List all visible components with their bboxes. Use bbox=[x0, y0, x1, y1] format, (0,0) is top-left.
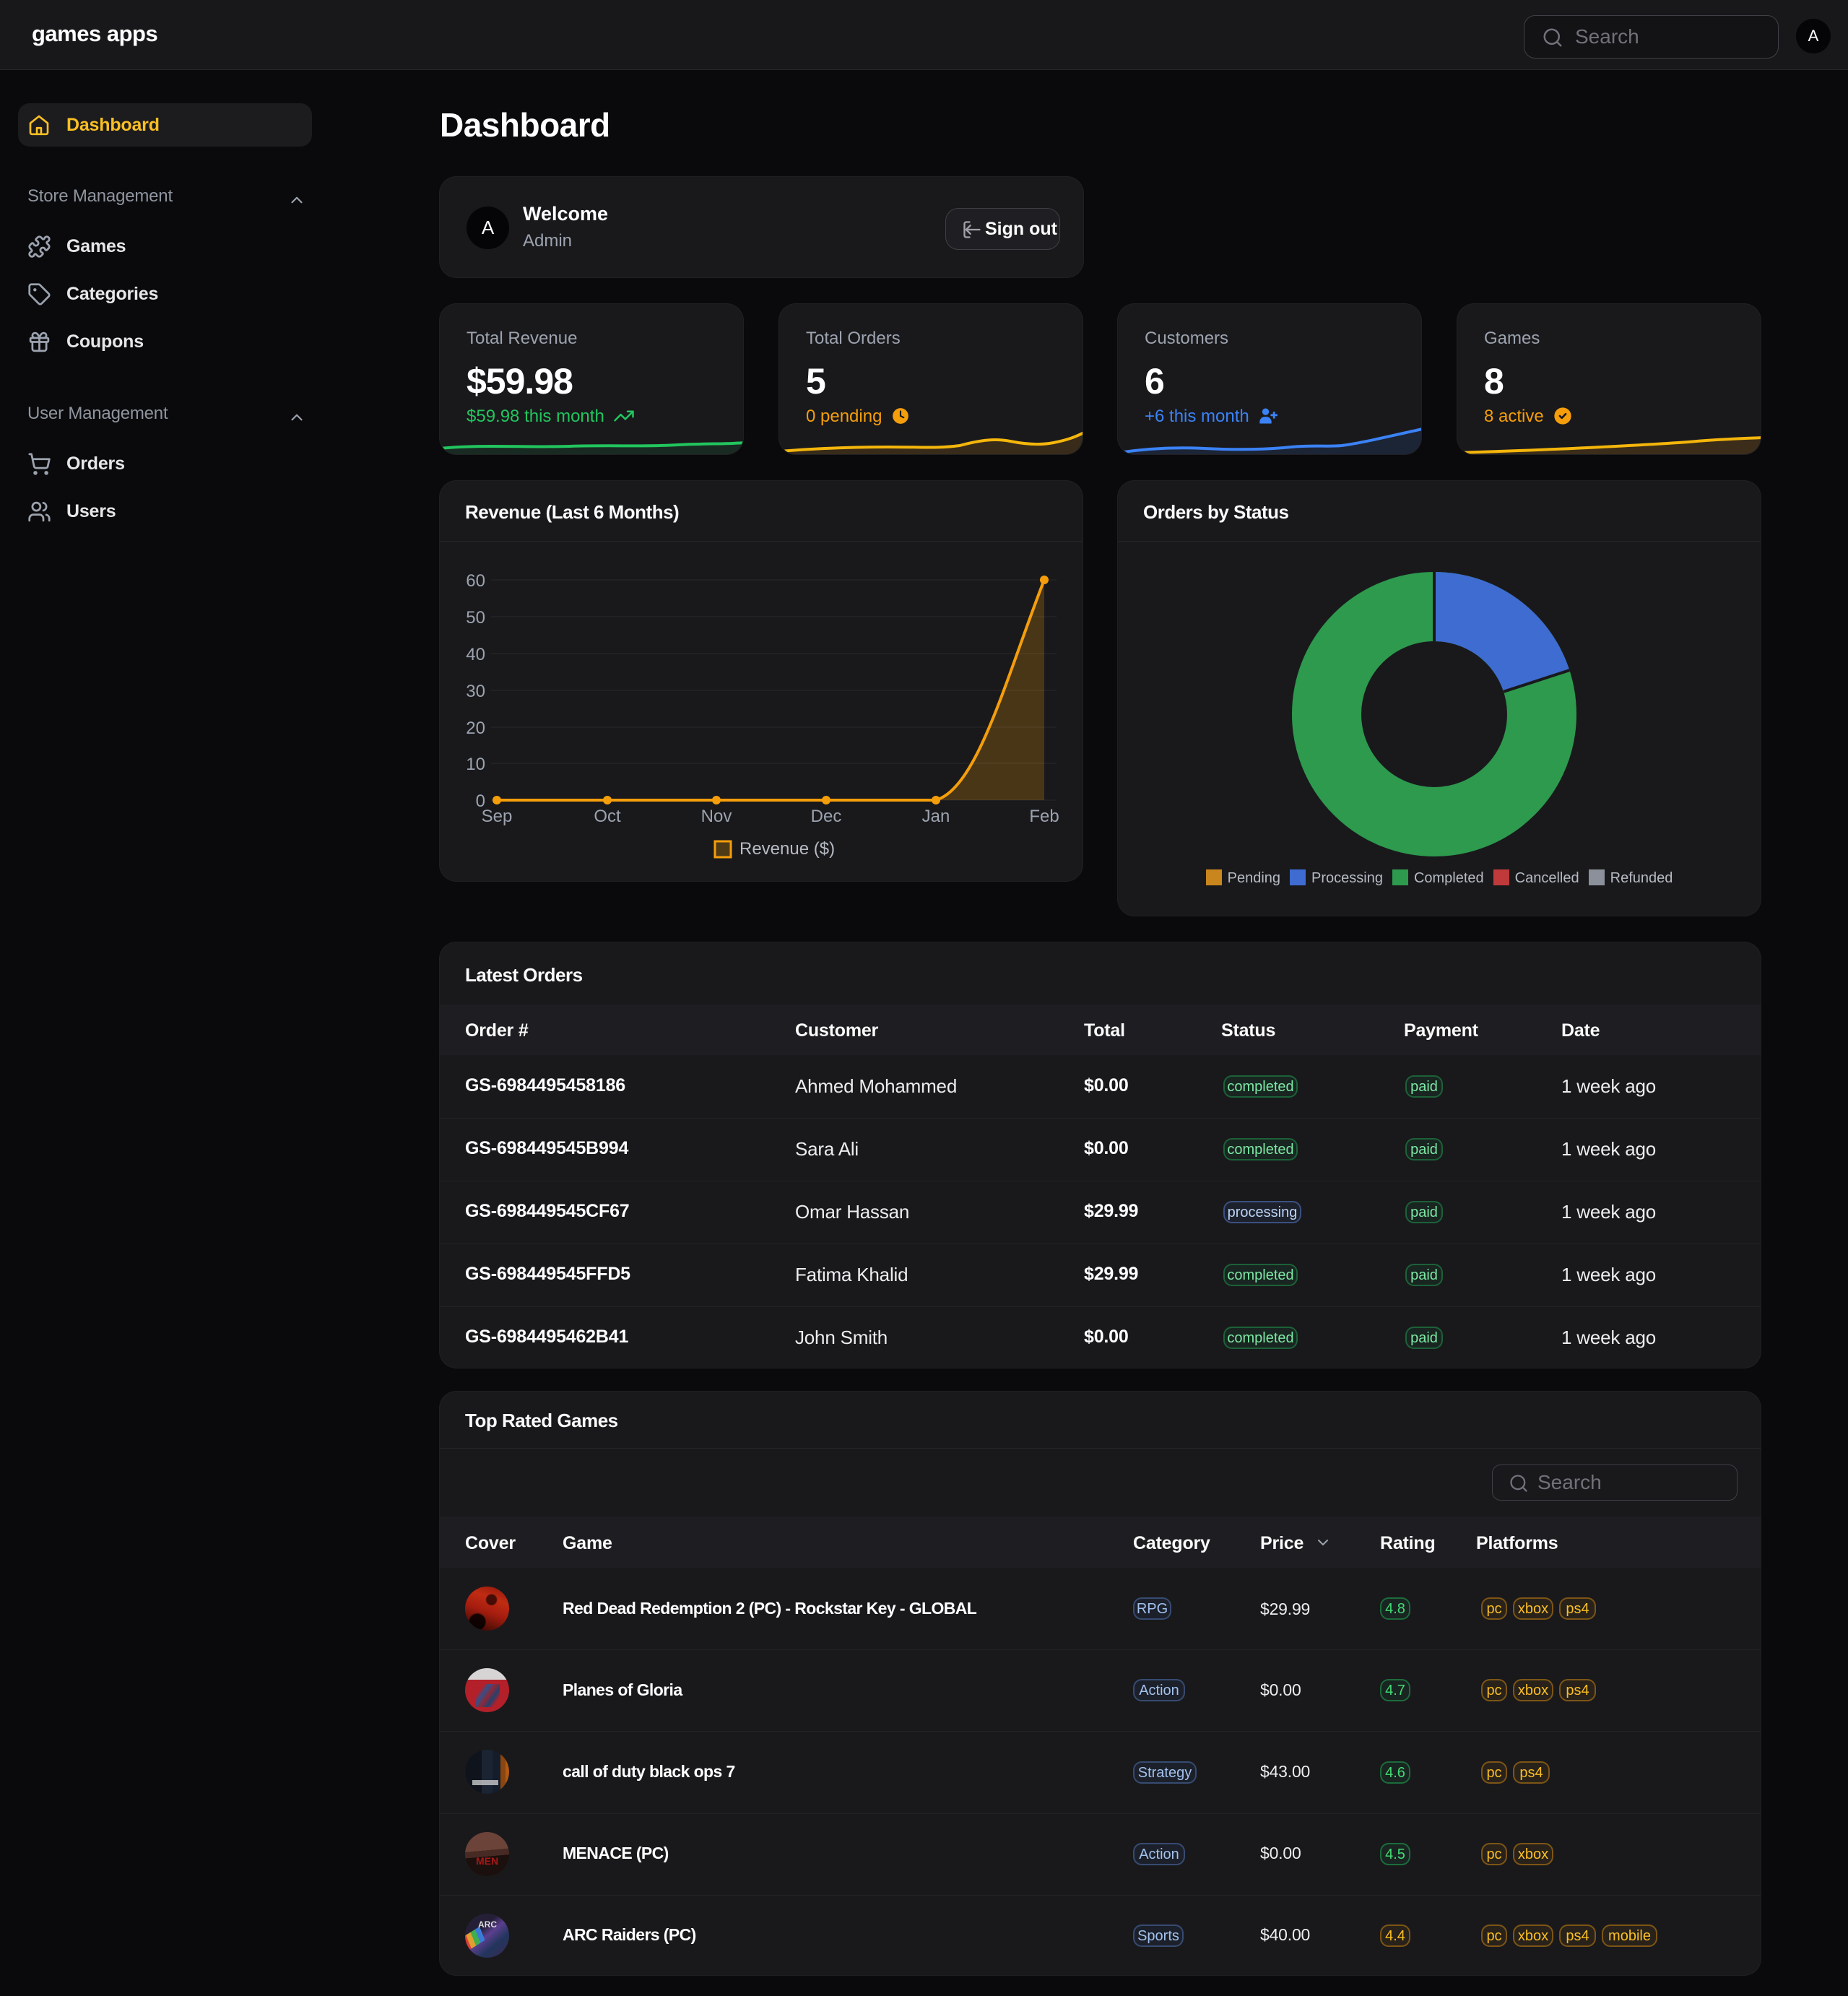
svg-text:40: 40 bbox=[466, 645, 485, 664]
svg-text:50: 50 bbox=[466, 608, 485, 628]
svg-text:Nov: Nov bbox=[701, 807, 732, 826]
svg-text:20: 20 bbox=[466, 719, 485, 738]
svg-text:Dec: Dec bbox=[811, 807, 842, 826]
svg-text:Feb: Feb bbox=[1029, 807, 1059, 826]
svg-text:Oct: Oct bbox=[594, 807, 621, 826]
svg-text:0: 0 bbox=[476, 791, 485, 811]
svg-text:Revenue ($): Revenue ($) bbox=[739, 839, 835, 859]
svg-text:60: 60 bbox=[466, 571, 485, 591]
svg-text:10: 10 bbox=[466, 755, 485, 774]
svg-text:Jan: Jan bbox=[922, 807, 950, 826]
svg-text:Sep: Sep bbox=[482, 807, 513, 826]
svg-text:30: 30 bbox=[466, 682, 485, 701]
